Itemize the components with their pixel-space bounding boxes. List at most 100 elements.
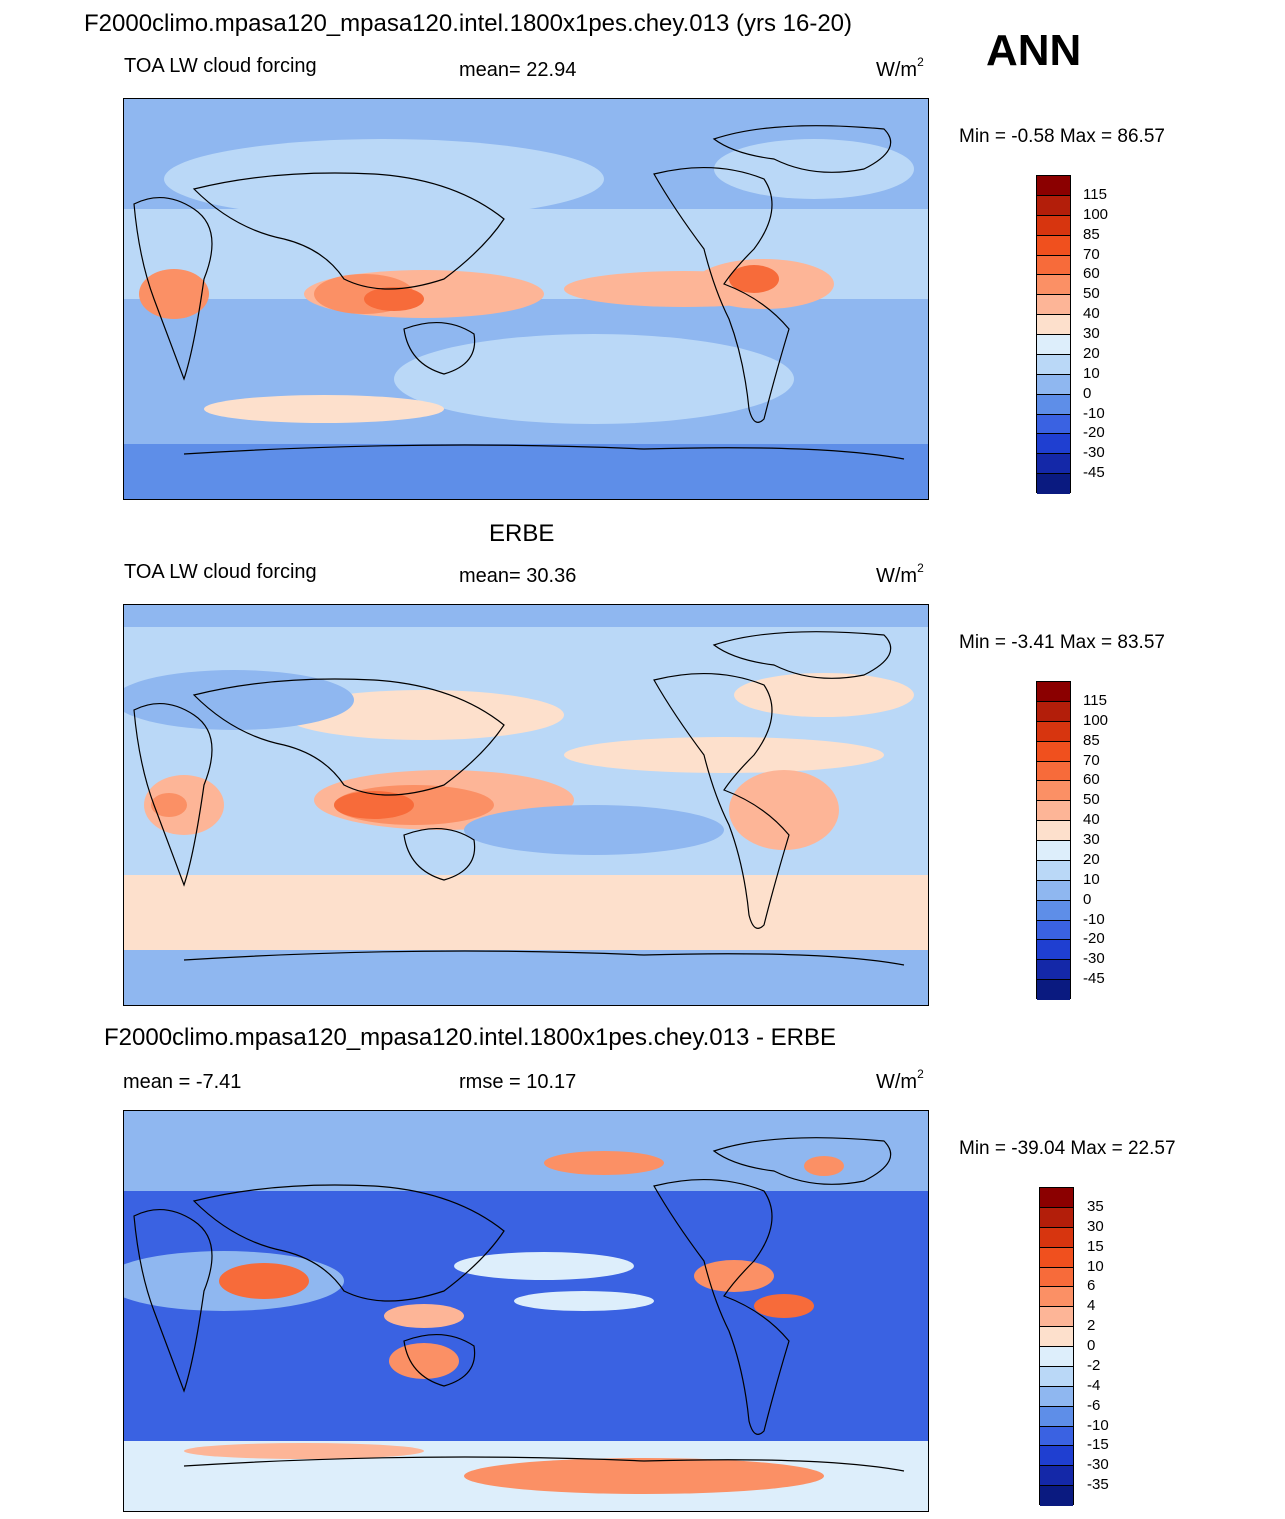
colorbar-box-3-5 [1040,1287,1073,1308]
colorbar-level-2-9: 10 [1083,870,1100,888]
panel2-map [123,604,929,1006]
colorbar-level-1-7: 30 [1083,325,1100,342]
panel2-coastlines [133,631,905,966]
panel2-contours [124,605,928,1005]
colorbar-box-3-0 [1040,1188,1073,1208]
colorbar-box-1-6 [1037,295,1070,316]
panel1-contours [124,99,928,499]
panel3-colorbar [1039,1187,1074,1506]
colorbar-box-2-5 [1037,781,1070,802]
colorbar-box-1-10 [1037,374,1070,395]
colorbar-level-2-7: 30 [1083,831,1100,848]
panel3-units: W/m2 [876,1067,924,1093]
colorbar-box-3-12 [1040,1426,1073,1447]
colorbar-level-1-14: -45 [1083,464,1105,482]
panel2-title: ERBE [489,520,555,547]
panel2-variable: TOA LW cloud forcing [124,561,317,583]
colorbar-level-3-12: -15 [1087,1436,1109,1454]
figure-title: F2000climo.mpasa120_mpasa120.intel.1800x… [84,10,853,37]
panel1-map [123,98,929,500]
colorbar-box-3-7 [1040,1327,1073,1347]
colorbar-level-1-4: 60 [1083,265,1100,283]
colorbar-level-1-3: 70 [1083,245,1100,263]
colorbar-level-1-10: 0 [1083,384,1092,402]
colorbar-box-3-14 [1040,1466,1073,1487]
colorbar-box-2-8 [1037,841,1070,861]
colorbar-level-3-8: -2 [1087,1356,1101,1374]
colorbar-box-1-7 [1037,315,1070,335]
panel1-minmax: Min = -0.58 Max = 86.57 [959,126,1165,147]
colorbar-box-3-4 [1040,1267,1073,1288]
colorbar-level-3-1: 30 [1087,1217,1104,1235]
colorbar-level-3-5: 4 [1087,1297,1096,1315]
colorbar-level-1-13: -30 [1083,444,1105,462]
colorbar-level-1-0: 115 [1083,185,1107,203]
colorbar-box-1-8 [1037,335,1070,355]
colorbar-box-3-8 [1040,1347,1073,1367]
colorbar-box-1-12 [1037,414,1070,435]
colorbar-box-2-14 [1037,960,1070,981]
colorbar-level-2-14: -45 [1083,970,1105,988]
colorbar-box-2-0 [1037,682,1070,702]
colorbar-level-2-10: 0 [1083,890,1092,908]
colorbar-level-3-2: 15 [1087,1237,1104,1255]
panel3-title: F2000climo.mpasa120_mpasa120.intel.1800x… [104,1024,836,1051]
colorbar-box-1-4 [1037,255,1070,276]
colorbar-level-1-8: 20 [1083,344,1100,362]
colorbar-box-1-9 [1037,354,1070,375]
panel1-units: W/m2 [876,55,924,81]
colorbar-box-1-2 [1037,215,1070,236]
colorbar-box-2-12 [1037,920,1070,941]
panel1-mean: mean= 22.94 [459,59,577,81]
colorbar-level-2-2: 85 [1083,731,1100,749]
panel1-variable: TOA LW cloud forcing [124,55,317,77]
colorbar-box-1-13 [1037,434,1070,455]
panel2-mean: mean= 30.36 [459,565,577,587]
colorbar-level-3-11: -10 [1087,1416,1109,1434]
colorbar-box-2-10 [1037,880,1070,901]
panel3-minmax: Min = -39.04 Max = 22.57 [959,1138,1176,1159]
colorbar-level-1-5: 50 [1083,285,1100,303]
panel1-coastlines [133,125,905,460]
colorbar-level-2-11: -10 [1083,910,1105,928]
colorbar-level-2-6: 40 [1083,811,1100,829]
colorbar-box-2-3 [1037,741,1070,762]
colorbar-box-3-11 [1040,1406,1073,1427]
colorbar-level-1-9: 10 [1083,364,1100,382]
colorbar-box-2-2 [1037,721,1070,742]
colorbar-level-1-12: -20 [1083,424,1105,442]
panel3-map-svg [124,1111,928,1511]
colorbar-level-2-12: -20 [1083,930,1105,948]
panel2-units: W/m2 [876,561,924,587]
colorbar-level-3-3: 10 [1087,1257,1104,1275]
panel3-contours [124,1111,928,1511]
colorbar-box-3-15 [1040,1486,1073,1506]
colorbar-level-3-14: -35 [1087,1476,1109,1494]
colorbar-level-3-4: 6 [1087,1277,1096,1295]
season-label: ANN [986,26,1082,75]
colorbar-level-2-5: 50 [1083,791,1100,809]
colorbar-box-2-11 [1037,900,1070,921]
colorbar-level-3-6: 2 [1087,1317,1096,1335]
colorbar-box-1-0 [1037,176,1070,196]
colorbar-box-2-6 [1037,801,1070,822]
colorbar-level-3-7: 0 [1087,1337,1096,1354]
colorbar-box-3-1 [1040,1207,1073,1228]
panel2-minmax: Min = -3.41 Max = 83.57 [959,632,1165,653]
colorbar-level-3-13: -30 [1087,1456,1109,1474]
colorbar-level-2-4: 60 [1083,771,1100,789]
colorbar-box-2-4 [1037,761,1070,782]
colorbar-box-2-7 [1037,821,1070,841]
colorbar-level-2-0: 115 [1083,691,1107,709]
colorbar-level-1-11: -10 [1083,404,1105,422]
colorbar-box-2-1 [1037,701,1070,722]
colorbar-box-3-6 [1040,1307,1073,1328]
colorbar-box-2-13 [1037,940,1070,961]
panel3-coastlines [133,1137,905,1472]
colorbar-box-2-9 [1037,860,1070,881]
panel2-colorbar [1036,681,1071,1000]
colorbar-level-2-1: 100 [1083,711,1109,729]
panel3-rmse: rmse = 10.17 [459,1071,577,1093]
colorbar-level-1-6: 40 [1083,305,1100,323]
panel1-map-svg [124,99,928,499]
